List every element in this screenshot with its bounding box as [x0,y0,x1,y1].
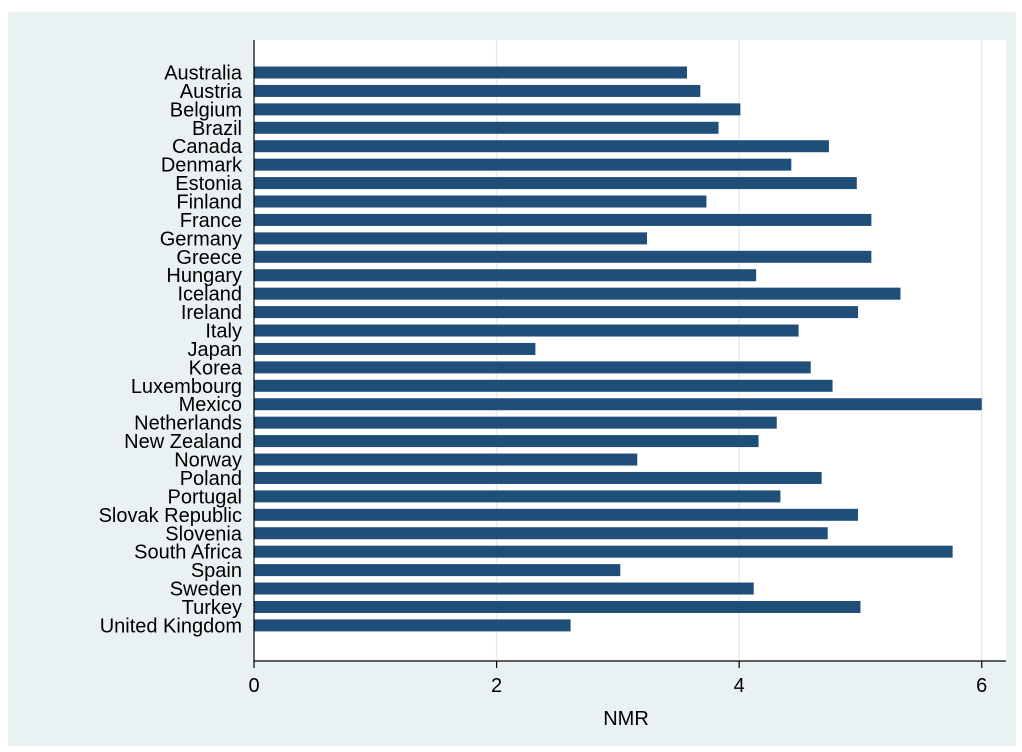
x-ticks: 0 2 4 6 [248,661,987,697]
bar-mexico [254,398,982,411]
category-label: Sweden [170,579,242,601]
category-label: Netherlands [134,413,242,435]
bar-germany [254,232,647,245]
bar-hungary [254,269,757,282]
x-tick-label: 4 [734,675,745,697]
category-label: Korea [189,357,243,379]
bar-luxembourg [254,379,833,392]
category-label: Austria [180,81,243,103]
bar-portugal [254,490,781,503]
bar-belgium [254,103,741,116]
bar-canada [254,140,829,153]
x-tick-label: 2 [491,675,502,697]
bar-sweden [254,582,754,595]
bar-korea [254,361,811,374]
bar-greece [254,250,872,263]
category-label: New Zealand [124,431,242,453]
bar-netherlands [254,416,777,429]
category-label: Turkey [182,597,242,619]
bar-united-kingdom [254,619,571,632]
bar-norway [254,453,638,466]
bar-iceland [254,287,901,300]
category-label: Italy [205,321,242,343]
bar-chart: 0 2 4 6 AustraliaAustriaBelgiumBrazilCanada… [99,40,1006,730]
category-label: Spain [191,560,242,582]
bar-turkey [254,600,861,613]
bar-estonia [254,177,857,190]
category-label: Slovenia [165,523,243,545]
category-label: Luxembourg [131,376,242,398]
bar-poland [254,471,822,484]
bar-denmark [254,158,792,171]
x-axis-title: NMR [603,708,649,730]
bar-ireland [254,306,859,319]
category-label: Japan [188,339,243,361]
category-label: Belgium [170,99,242,121]
category-label: Germany [160,228,242,250]
x-tick-label: 0 [248,675,259,697]
bar-brazil [254,121,719,134]
category-label: Finland [176,192,242,214]
category-label: Mexico [179,394,242,416]
bar-slovak-republic [254,508,859,521]
bar-south-africa [254,545,953,558]
bar-italy [254,324,799,337]
bar-spain [254,564,621,577]
category-label: France [180,210,242,232]
category-label: Poland [180,468,242,490]
category-label: Iceland [178,284,243,306]
category-label: Canada [172,136,243,158]
category-label: Ireland [181,302,242,324]
category-label: Portugal [168,486,243,508]
category-label: Brazil [192,118,242,140]
category-label: Norway [174,450,242,472]
bar-australia [254,66,688,79]
bar-japan [254,342,536,355]
bar-new-zealand [254,435,759,448]
category-label: United Kingdom [100,615,242,637]
category-labels: AustraliaAustriaBelgiumBrazilCanadaDenma… [99,63,243,638]
bar-finland [254,195,707,208]
category-label: Slovak Republic [99,505,242,527]
bar-austria [254,84,701,97]
x-tick-label: 6 [976,675,987,697]
category-label: Hungary [166,265,242,287]
bars [254,66,982,632]
chart-frame: 0 2 4 6 Australia Austria Belgium Brazil Canada… [8,12,1016,746]
category-label: Australia [164,63,243,85]
bar-slovenia [254,527,828,540]
category-label: Greece [176,247,242,269]
category-label: Denmark [161,155,243,177]
category-label: South Africa [134,542,243,564]
category-label: Estonia [175,173,243,195]
bar-france [254,213,872,226]
